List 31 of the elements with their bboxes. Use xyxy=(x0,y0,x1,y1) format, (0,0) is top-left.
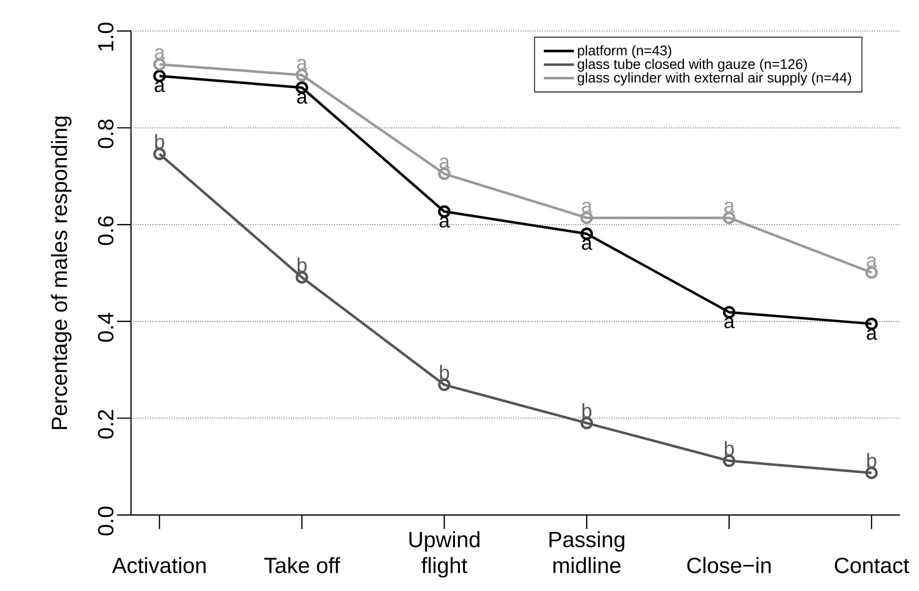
legend-label: glass cylinder with external air supply (n=44) xyxy=(578,72,852,86)
legend-label: platform (n=43) xyxy=(578,45,672,58)
annotation: a xyxy=(582,202,592,213)
annotation: b xyxy=(582,403,592,418)
y-axis-title: Percentage of males responding xyxy=(51,116,72,429)
x-tick-label: Close−in xyxy=(687,557,771,574)
y-tick-label: 0.0 xyxy=(98,506,114,536)
annotation: b xyxy=(298,258,307,272)
annotation: b xyxy=(155,134,164,149)
annotation: a xyxy=(154,81,166,92)
annotation: a xyxy=(297,58,308,70)
annotation: a xyxy=(440,158,450,169)
x-tick-label: Passing midline xyxy=(550,531,624,574)
y-tick-label: 0.8 xyxy=(98,120,114,148)
annotation: a xyxy=(154,48,166,60)
y-tick-label: 0.2 xyxy=(98,410,114,439)
annotation: b xyxy=(724,440,734,456)
annotation: b xyxy=(867,453,876,468)
annotation: a xyxy=(724,202,735,213)
annotation: a xyxy=(724,317,735,328)
annotation: a xyxy=(297,92,308,104)
x-tick-label: Take off xyxy=(264,557,340,574)
annotation: b xyxy=(440,364,450,380)
y-tick-label: 0.4 xyxy=(98,312,114,342)
x-tick-label: Upwind flight xyxy=(409,531,480,578)
y-tick-label: 1.0 xyxy=(98,22,114,51)
x-tick-label: Contact xyxy=(834,558,910,574)
y-tick-label: 0.6 xyxy=(98,216,114,245)
x-tick-label: Activation xyxy=(112,557,206,574)
annotation: a xyxy=(866,256,878,268)
legend-label: glass tube closed with gauze (n=126) xyxy=(578,58,807,72)
